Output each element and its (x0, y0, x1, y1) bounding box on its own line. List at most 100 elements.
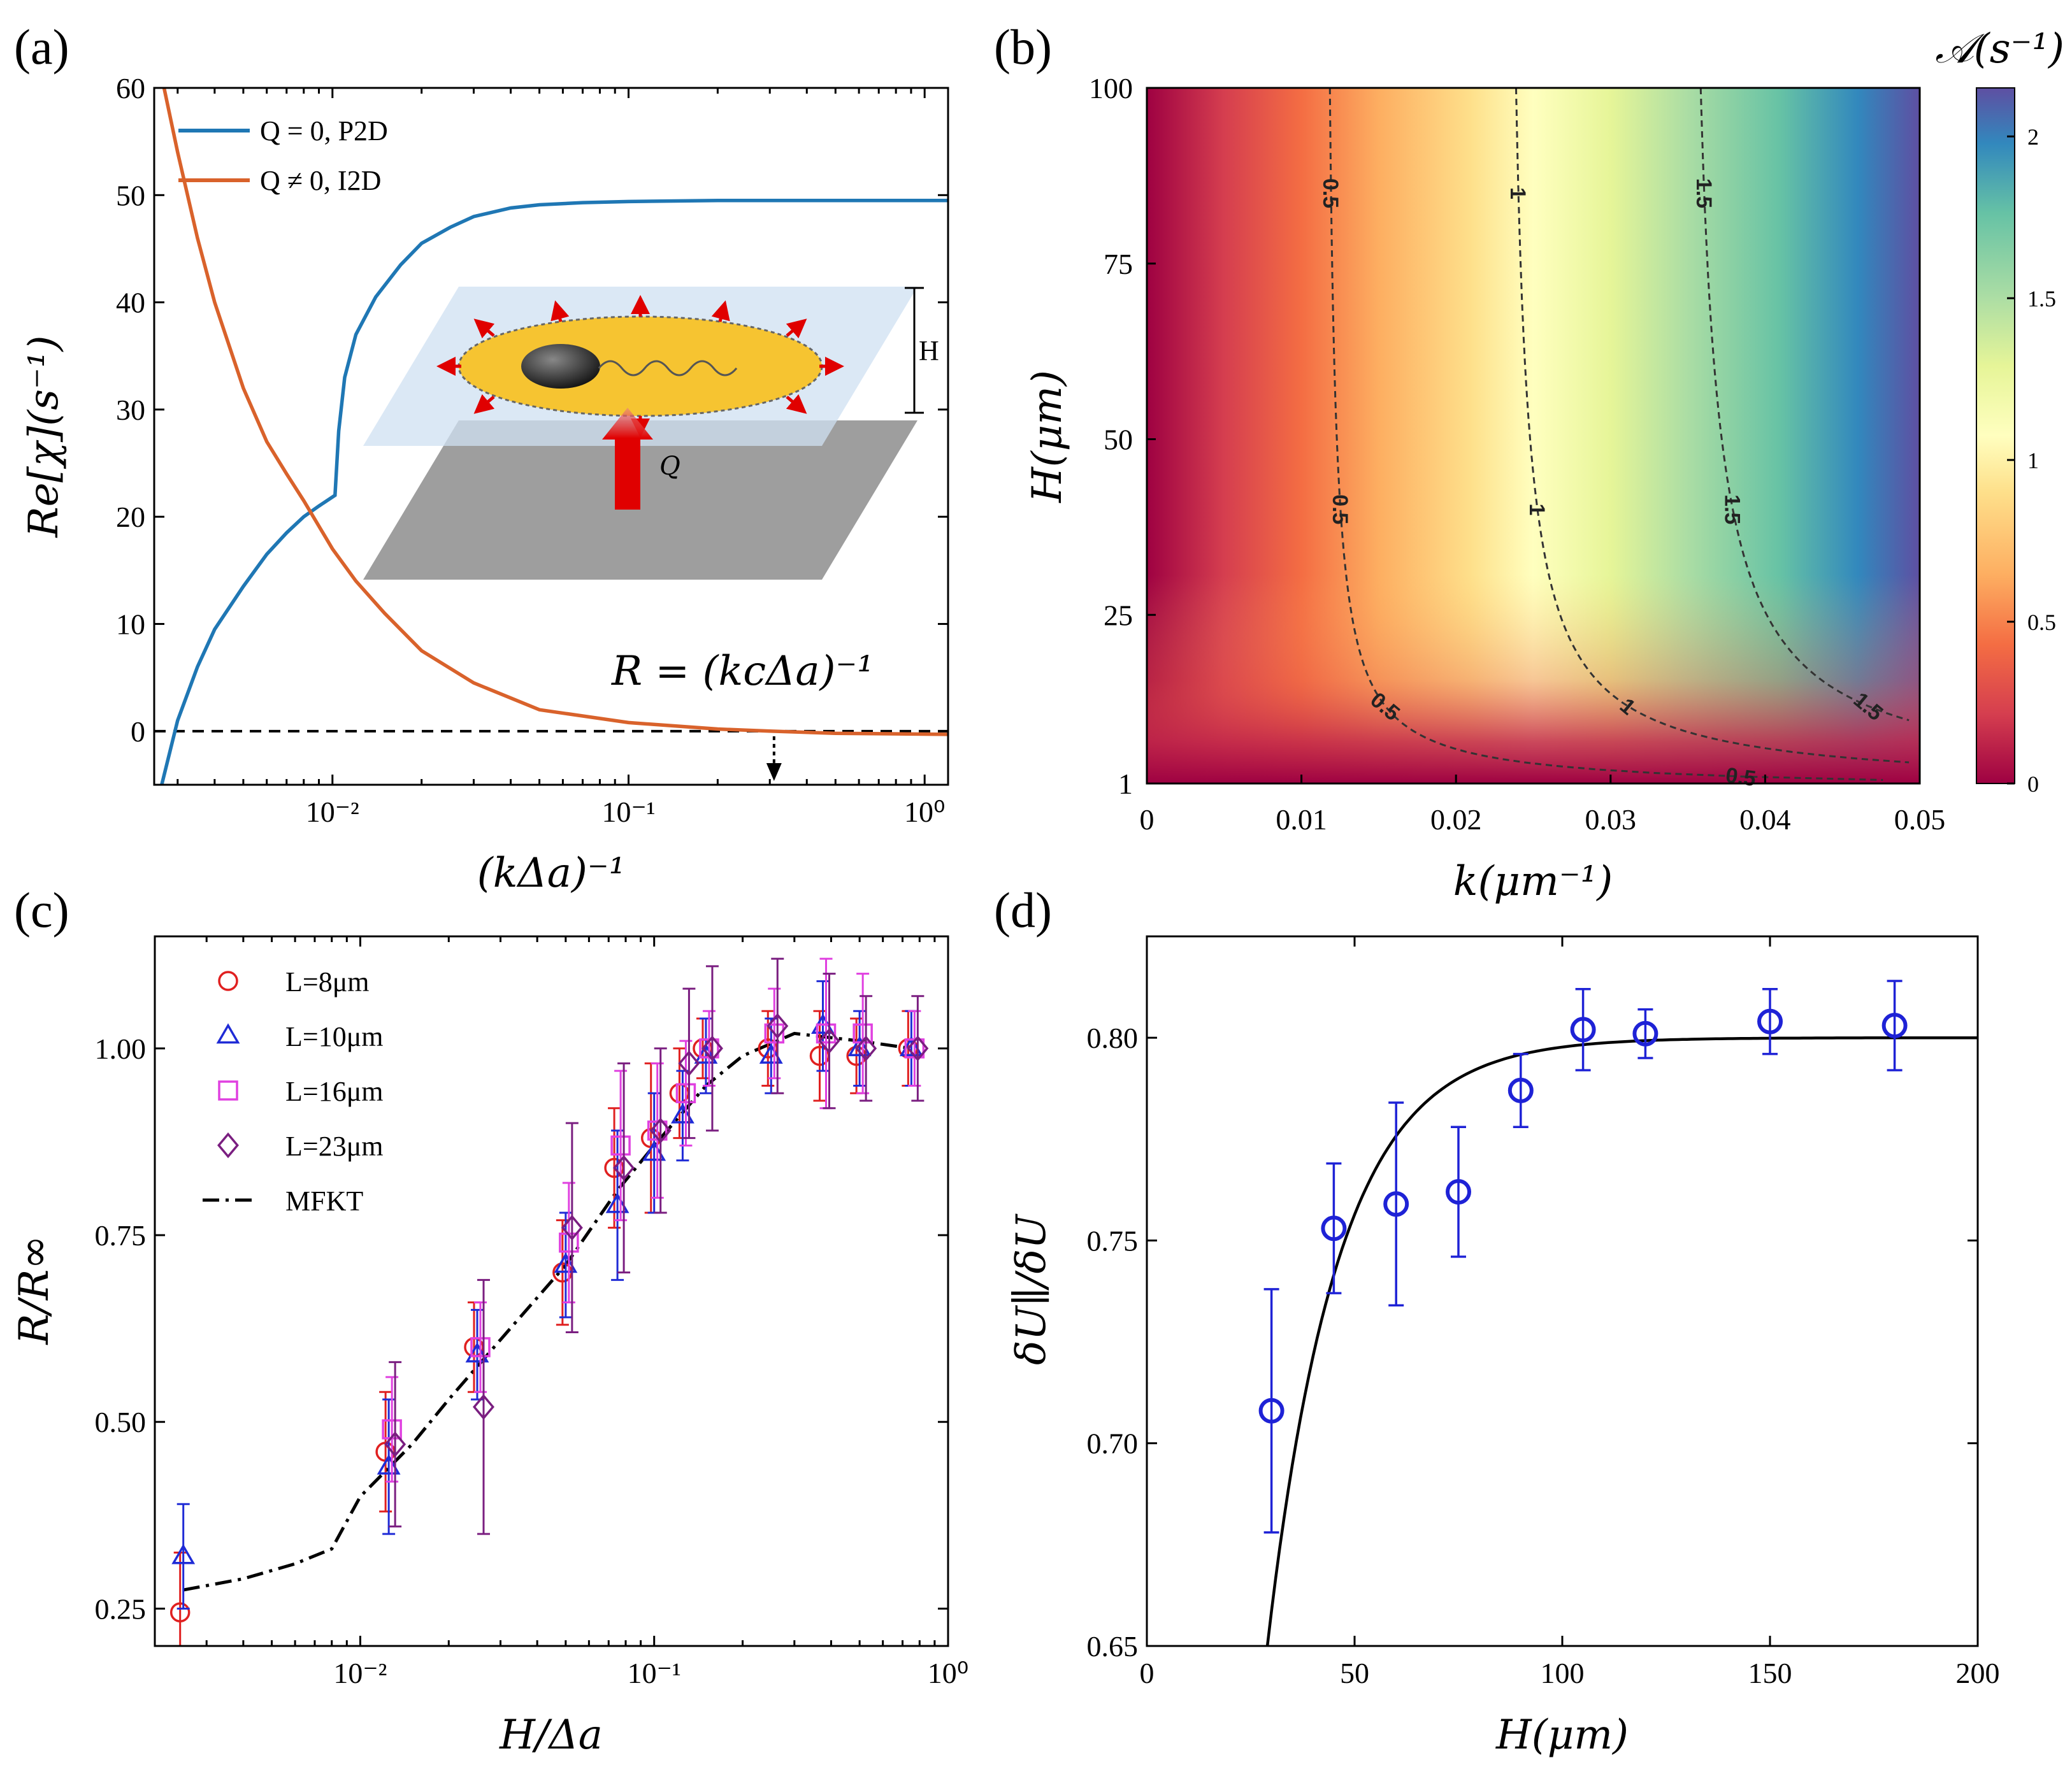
data-point-square (764, 1023, 785, 1044)
panel-b-ylabel: H(μm) (1024, 370, 1071, 503)
legend-label-p2d: Q = 0, P2D (260, 115, 388, 147)
inset-q-arrow (602, 408, 653, 510)
colorbar-label: 𝒜(s⁻¹) (1935, 25, 2064, 73)
panel-b-xtick-label: 0.03 (1585, 803, 1637, 836)
panel-a-ytick-label: 0 (131, 715, 145, 748)
data-point-square (610, 1135, 631, 1156)
series-line-Q-0-I2D (162, 88, 948, 736)
inset-cell-body (521, 344, 600, 389)
panel-a-axes (153, 87, 949, 786)
contour-label-1.5: 1.5 (1720, 494, 1745, 524)
colorbar (1976, 87, 2015, 784)
panel-c-ytick-label: 0.75 (95, 1219, 147, 1252)
panel-c-legend: L=8μm L=10μm L=16μm L=23μm MFKT (203, 966, 384, 1217)
panel-d-xtick-label: 150 (1748, 1657, 1792, 1689)
data-point-triangle (605, 1192, 630, 1213)
panel-a-annotation-r: R = (kcΔa)⁻¹ (611, 648, 874, 695)
legend-label: L=8μm (285, 966, 370, 998)
panel-b-xtick-label: 0.04 (1739, 803, 1791, 836)
panel-a-xtick-label: 10⁻¹ (601, 796, 655, 828)
data-point-diamond (613, 1155, 635, 1181)
data-point-triangle (759, 1043, 783, 1064)
contour-label-1: 1 (1506, 187, 1530, 199)
panel-b-ticks: 0 0.01 0.02 0.03 0.04 0.05 1 25 50 75 100 (1089, 72, 1945, 836)
inset-cell-region (457, 315, 823, 417)
data-point (1446, 1179, 1471, 1205)
critical-k-arrow-head (766, 763, 782, 781)
panel-b-ytick-label: 100 (1089, 72, 1133, 104)
inset-q-label: Q (659, 452, 680, 481)
panel-b: (b) 0.5 0.5 0.5 0.5 1 1 1 1.5 1.5 1.5 0 0.01 0.02 0.… (994, 19, 2064, 905)
series-line-Q-0-P2D (160, 198, 948, 785)
data-point (1321, 1215, 1347, 1241)
panel-c-ylabel: R/R∞ (11, 1235, 58, 1345)
inset-flagellum (598, 360, 738, 376)
data-point-triangle (377, 1454, 401, 1475)
panel-c-xtick-label: 10⁰ (928, 1657, 968, 1689)
data-point (1258, 1398, 1284, 1424)
contour-line-0.5 (1328, 88, 1883, 781)
panel-c-axes (154, 935, 949, 1647)
data-point-diamond (818, 1027, 840, 1054)
panel-b-xtick-label: 0.05 (1894, 803, 1946, 836)
panel-a-xlabel: (kΔa)⁻¹ (477, 850, 626, 897)
panel-a-xtick-label: 10⁻² (306, 796, 359, 828)
panel-c-label: (c) (14, 882, 69, 938)
panel-a-ytick-label: 60 (116, 72, 145, 104)
legend-label: L=10μm (285, 1021, 384, 1052)
data-point (1383, 1191, 1409, 1217)
data-point-diamond (649, 1117, 672, 1144)
fit-curve (1265, 1036, 1978, 1646)
data-point-diamond (766, 1013, 789, 1039)
heatmap-bottom-shading (1147, 88, 1920, 783)
panel-d-plot-area (1258, 980, 1978, 1646)
legend-label: MFKT (285, 1185, 363, 1217)
data-point (1570, 1017, 1596, 1043)
panel-a-ticks: 10⁻² 10⁻¹ 10⁰ 0 10 20 30 40 50 60 (116, 72, 948, 828)
panel-d-label: (d) (994, 882, 1052, 938)
inset-h-label: H (919, 335, 939, 366)
panel-a-label: (a) (14, 19, 69, 75)
data-point-diamond (907, 1035, 929, 1062)
legend-label-i2d: Q ≠ 0, I2D (260, 165, 381, 196)
colorbar-tick-label: 0.5 (2027, 610, 2056, 635)
data-point-triangle (847, 1036, 872, 1057)
data-point-square (470, 1337, 491, 1357)
panel-d-xtick-label: 100 (1541, 1657, 1585, 1689)
panel-c-ytick-label: 0.25 (95, 1592, 147, 1625)
panel-a-xtick-label: 10⁰ (904, 796, 945, 828)
panel-a-plot-area (154, 88, 948, 785)
panel-c-ticks: 10⁻² 10⁻¹ 10⁰ 0.25 0.50 0.75 1.00 (95, 936, 968, 1689)
panel-d-xlabel: H(μm) (1495, 1712, 1629, 1759)
panel-a-ytick-label: 20 (116, 501, 145, 533)
panel-a: (a) Q (14, 19, 949, 897)
panel-b-ytick-label: 75 (1104, 248, 1133, 280)
panel-b-xtick-label: 0 (1140, 803, 1155, 836)
panel-a-ytick-label: 40 (116, 287, 145, 319)
panel-b-label: (b) (994, 19, 1052, 75)
colorbar-tick-label: 0 (2027, 771, 2039, 797)
panel-b-ytick-label: 1 (1118, 768, 1133, 800)
contour-label-0.5: 0.5 (1318, 178, 1342, 208)
panel-c-xtick-label: 10⁻¹ (628, 1657, 681, 1689)
panel-b-xlabel: k(μm⁻¹) (1453, 858, 1613, 905)
panel-c-xtick-label: 10⁻² (333, 1657, 387, 1689)
panel-c-xlabel: H/Δa (499, 1712, 603, 1759)
data-point (1757, 1008, 1783, 1034)
data-point-square (816, 1023, 837, 1044)
colorbar-tick-label: 2 (2027, 124, 2039, 150)
panel-d-ytick-label: 0.65 (1087, 1630, 1139, 1663)
panel-d-xtick-label: 0 (1140, 1657, 1155, 1689)
colorbar-tick-label: 1 (2027, 448, 2039, 473)
legend-marker-triangle (216, 1023, 240, 1044)
legend-marker-circle (218, 971, 238, 991)
data-point-diamond (561, 1215, 583, 1241)
data-point-triangle (642, 1140, 666, 1161)
panel-d-ylabel: δU∥/δU (1008, 1213, 1055, 1365)
panel-a-legend: Q = 0, P2D Q ≠ 0, I2D (178, 115, 388, 196)
panel-b-ytick-label: 50 (1104, 424, 1133, 456)
contour-line-1 (1515, 87, 1910, 764)
data-point-diamond (384, 1431, 406, 1457)
